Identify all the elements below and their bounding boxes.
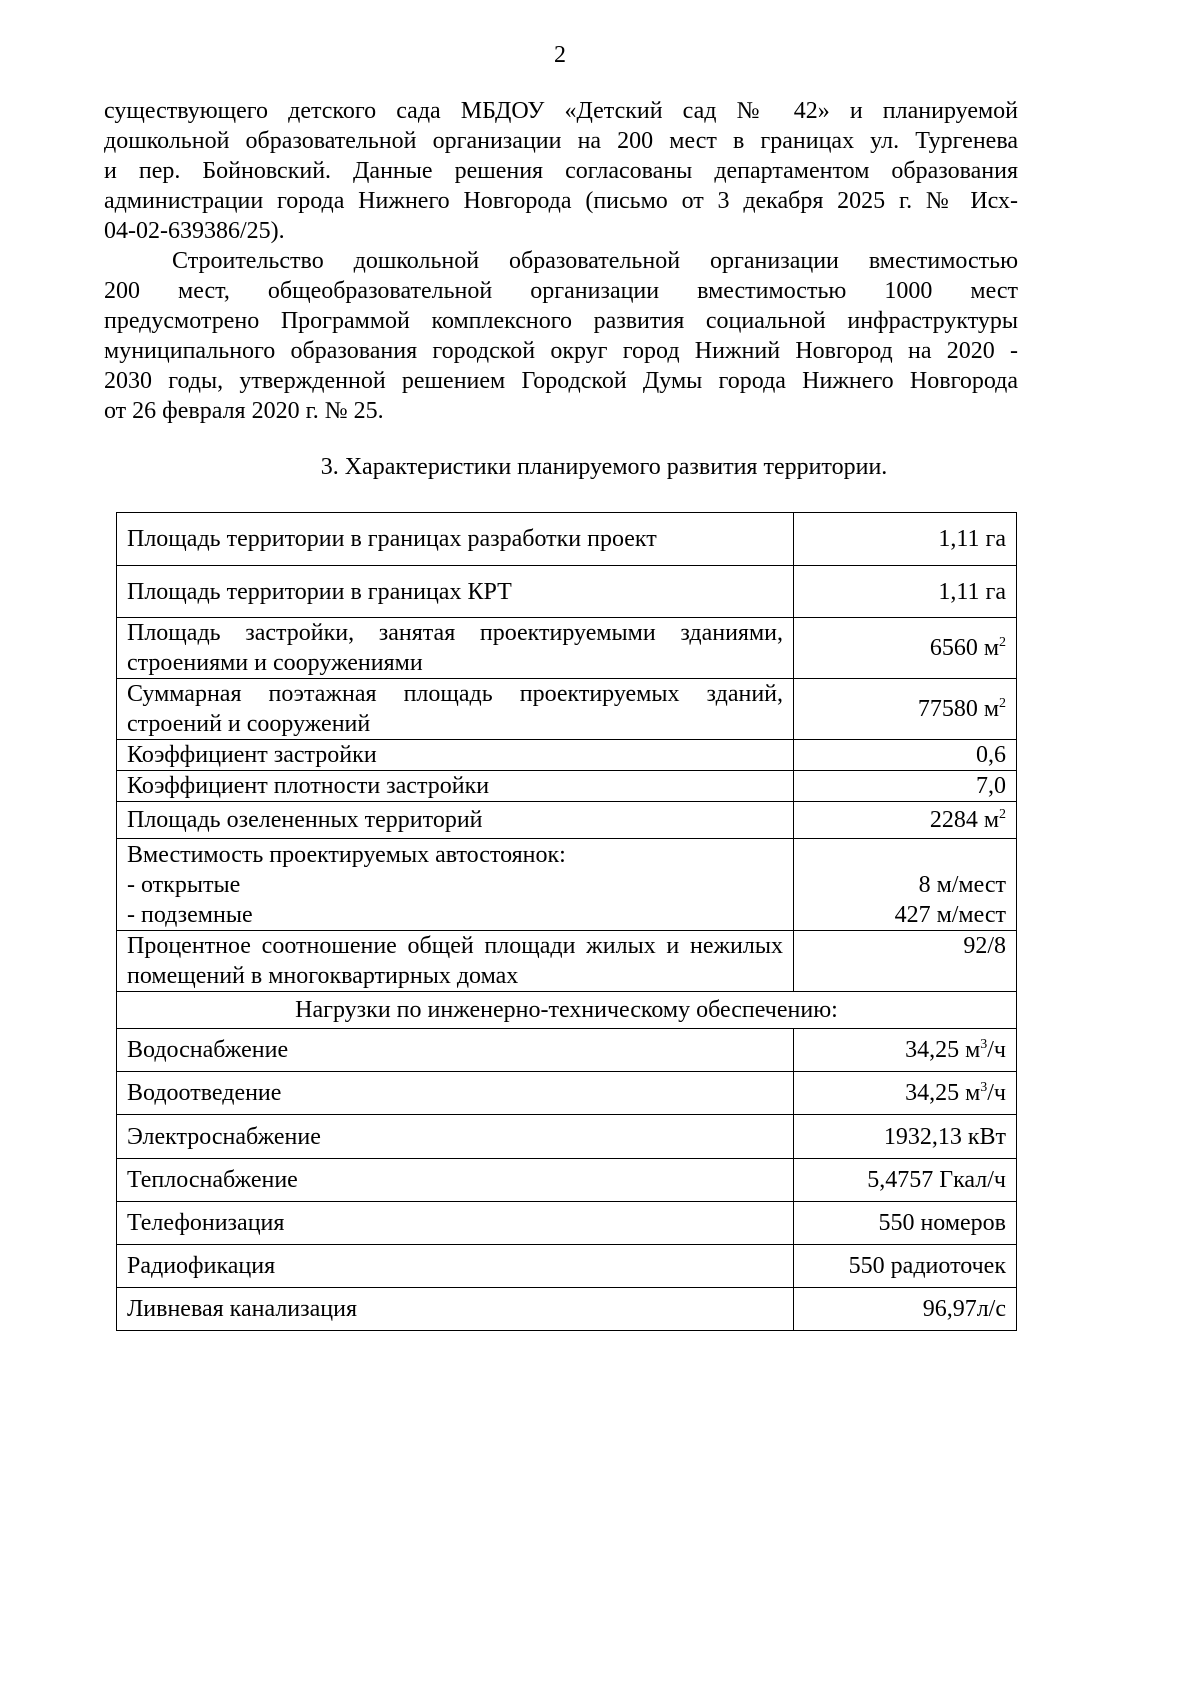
- row-label: Радиофикация: [116, 1244, 794, 1288]
- row-value: 1,11 га: [793, 512, 1017, 566]
- row-label: Суммарная поэтажная площадь проектируемы…: [116, 678, 794, 740]
- paragraph-1: существующего детского сада МБДОУ «Детск…: [104, 96, 1018, 246]
- row-label: Электроснабжение: [116, 1114, 794, 1159]
- row-value: 8 м/мест 427 м/мест: [793, 838, 1017, 931]
- parking-open-label: - открытые: [127, 871, 241, 898]
- row-value: 96,97л/с: [793, 1287, 1017, 1331]
- text-line: и пер. Бойновский. Данные решения соглас…: [104, 158, 1018, 184]
- row-value: 2284 м2: [793, 801, 1017, 839]
- text-line: администрации города Нижнего Новгорода (…: [104, 188, 1018, 214]
- row-label: Коэффициент застройки: [116, 739, 794, 771]
- table-row: Водоотведение 34,25 м3/ч: [116, 1071, 1017, 1115]
- row-value: 77580 м2: [793, 678, 1017, 740]
- table-row: Площадь территории в границах КРТ 1,11 г…: [116, 565, 1017, 618]
- table-row: Площадь застройки, занятая проектируемым…: [116, 617, 1017, 679]
- row-label: Процентное соотношение общей площади жил…: [116, 930, 794, 992]
- row-value: 5,4757 Гкал/ч: [793, 1158, 1017, 1202]
- table-row: Теплоснабжение 5,4757 Гкал/ч: [116, 1158, 1017, 1202]
- row-value: 34,25 м3/ч: [793, 1071, 1017, 1115]
- table-row: Процентное соотношение общей площади жил…: [116, 930, 1017, 992]
- row-value: 550 номеров: [793, 1201, 1017, 1245]
- text-line: 2030 годы, утвержденной решением Городск…: [104, 368, 1018, 394]
- row-value: 1932,13 кВт: [793, 1114, 1017, 1159]
- row-label: Теплоснабжение: [116, 1158, 794, 1202]
- row-value: 92/8: [793, 930, 1017, 992]
- row-label: Площадь застройки, занятая проектируемым…: [116, 617, 794, 679]
- table-row: Ливневая канализация 96,97л/с: [116, 1287, 1017, 1331]
- parking-underground-label: - подземные: [127, 901, 253, 928]
- row-label: Водоснабжение: [116, 1028, 794, 1072]
- text-line: существующего детского сада МБДОУ «Детск…: [104, 98, 1018, 124]
- row-value: 0,6: [793, 739, 1017, 771]
- text-line: 200 мест, общеобразовательной организаци…: [104, 278, 1018, 304]
- row-label: Коэффициент плотности застройки: [116, 770, 794, 802]
- table-row: Площадь озелененных территорий 2284 м2: [116, 801, 1017, 839]
- table-row: Суммарная поэтажная площадь проектируемы…: [116, 678, 1017, 740]
- text-line: муниципального образования городской окр…: [104, 338, 1018, 364]
- table-row-parking: Вместимость проектируемых автостоянок: -…: [116, 838, 1017, 931]
- row-value: 1,11 га: [793, 565, 1017, 618]
- row-value: 34,25 м3/ч: [793, 1028, 1017, 1072]
- table-row: Водоснабжение 34,25 м3/ч: [116, 1028, 1017, 1072]
- row-value: 550 радиоточек: [793, 1244, 1017, 1288]
- paragraph-2: Строительство дошкольной образовательной…: [104, 246, 1018, 426]
- parking-open-value: 8 м/мест: [918, 872, 1006, 898]
- table-row: Радиофикация 550 радиоточек: [116, 1244, 1017, 1288]
- section-heading: 3. Характеристики планируемого развития …: [320, 454, 888, 480]
- table-row: Площадь территории в границах разработки…: [116, 512, 1017, 566]
- row-label: Вместимость проектируемых автостоянок: -…: [116, 838, 794, 931]
- row-label: Площадь территории в границах КРТ: [116, 565, 794, 618]
- page-number: 2: [554, 42, 566, 68]
- row-label: Телефонизация: [116, 1201, 794, 1245]
- text-line: от 26 февраля 2020 г. № 25.: [104, 398, 384, 424]
- row-label: Водоотведение: [116, 1071, 794, 1115]
- parking-underground-value: 427 м/мест: [894, 902, 1006, 928]
- text-line: Строительство дошкольной образовательной…: [172, 248, 1018, 274]
- row-value: 7,0: [793, 770, 1017, 802]
- row-label: Площадь озелененных территорий: [116, 801, 794, 839]
- table-row: Коэффициент плотности застройки 7,0: [116, 770, 1017, 802]
- row-label: Ливневая канализация: [116, 1287, 794, 1331]
- table-section-header: Нагрузки по инженерно-техническому обесп…: [116, 991, 1017, 1029]
- parking-label: Вместимость проектируемых автостоянок:: [127, 841, 566, 868]
- row-value: 6560 м2: [793, 617, 1017, 679]
- table-row: Телефонизация 550 номеров: [116, 1201, 1017, 1245]
- row-label: Площадь территории в границах разработки…: [116, 512, 794, 566]
- characteristics-table: Площадь территории в границах разработки…: [116, 512, 1017, 1331]
- table-row: Коэффициент застройки 0,6: [116, 739, 1017, 771]
- loads-header: Нагрузки по инженерно-техническому обесп…: [116, 991, 1017, 1029]
- text-line: дошкольной образовательной организации н…: [104, 128, 1018, 154]
- text-line: предусмотрено Программой комплексного ра…: [104, 308, 1018, 334]
- table-row: Электроснабжение 1932,13 кВт: [116, 1114, 1017, 1159]
- text-line: 04-02-639386/25).: [104, 218, 285, 244]
